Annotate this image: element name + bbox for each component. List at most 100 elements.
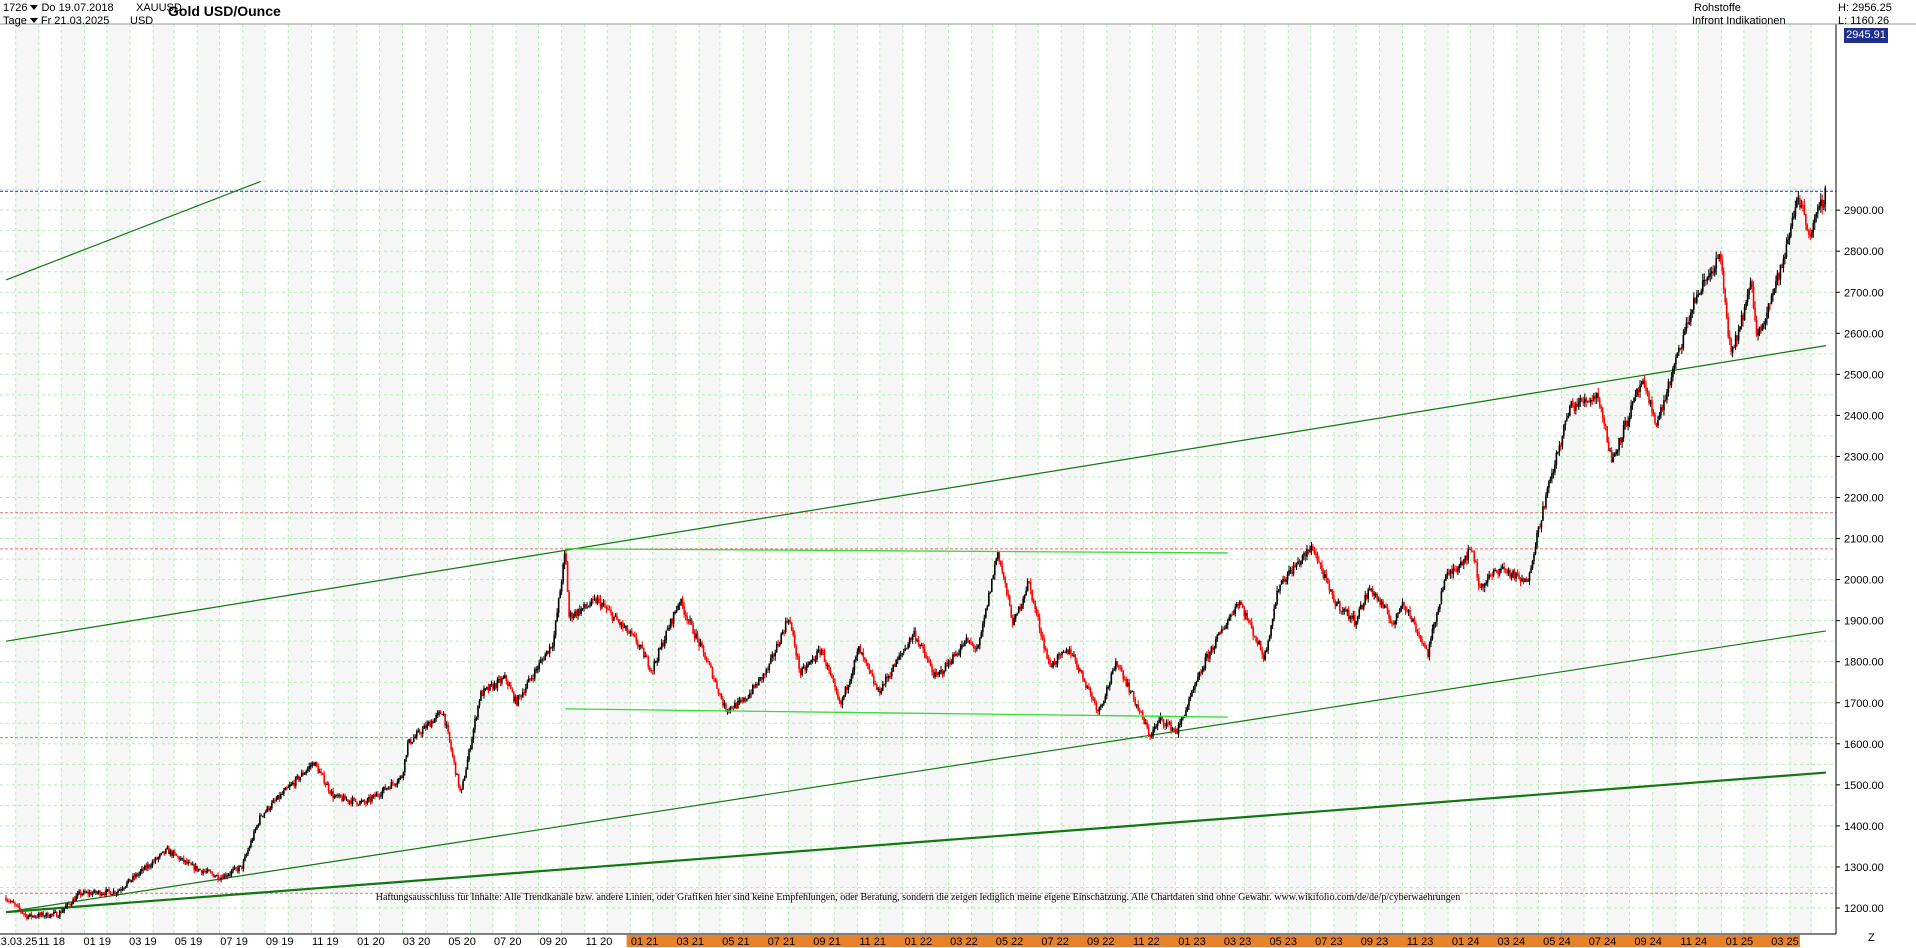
candle-body bbox=[1486, 578, 1489, 583]
candle-body bbox=[21, 911, 24, 914]
candle bbox=[802, 663, 805, 669]
candle-body bbox=[1527, 580, 1529, 582]
candle bbox=[457, 773, 460, 789]
candle bbox=[622, 620, 624, 632]
candle bbox=[1055, 661, 1057, 668]
candle-body bbox=[1047, 658, 1050, 661]
candle bbox=[1126, 678, 1129, 688]
candle-body bbox=[1606, 426, 1608, 443]
month-band bbox=[1652, 24, 1676, 934]
candle bbox=[1237, 601, 1240, 610]
candle bbox=[1797, 190, 1800, 205]
candle-body bbox=[873, 676, 875, 685]
candle-body bbox=[958, 653, 960, 655]
candle bbox=[1722, 267, 1725, 294]
candle-body bbox=[1642, 380, 1644, 385]
candle-body bbox=[1700, 291, 1703, 294]
candle-body bbox=[1152, 729, 1154, 736]
zoom-label[interactable]: Z bbox=[1868, 932, 1875, 944]
candle bbox=[324, 781, 327, 788]
candle bbox=[524, 683, 527, 696]
candle-body bbox=[1401, 602, 1404, 606]
candle bbox=[538, 659, 541, 673]
candle-body bbox=[662, 642, 665, 646]
candle bbox=[584, 603, 587, 610]
candle-body bbox=[946, 662, 948, 666]
candle-body bbox=[753, 685, 756, 688]
candle bbox=[859, 644, 862, 654]
candle bbox=[262, 815, 264, 818]
candle bbox=[1374, 592, 1377, 598]
candle bbox=[466, 756, 469, 770]
candle bbox=[297, 775, 300, 782]
candle bbox=[248, 845, 251, 852]
candle bbox=[659, 646, 662, 650]
candle-body bbox=[1415, 624, 1417, 633]
candle-body bbox=[807, 663, 809, 667]
candle bbox=[1557, 451, 1559, 455]
candle bbox=[578, 604, 581, 616]
candle bbox=[1455, 566, 1458, 573]
candle bbox=[1206, 651, 1208, 661]
candle bbox=[188, 859, 191, 864]
candle bbox=[850, 673, 853, 684]
candle-body bbox=[1813, 216, 1816, 224]
candle-body bbox=[849, 681, 851, 685]
candle bbox=[1362, 602, 1365, 611]
candle-body bbox=[380, 795, 382, 797]
candle bbox=[1507, 567, 1510, 577]
candle-body bbox=[348, 800, 351, 803]
candle bbox=[1367, 587, 1369, 603]
x-tick-label: 05 24 bbox=[1543, 936, 1571, 948]
candle-body bbox=[1265, 650, 1268, 652]
candle bbox=[1364, 590, 1367, 606]
candle-body bbox=[1764, 318, 1767, 324]
candle bbox=[504, 672, 506, 679]
candle bbox=[874, 680, 877, 686]
candle-body bbox=[908, 638, 911, 645]
candle-body bbox=[1219, 632, 1222, 634]
candle-body bbox=[763, 673, 766, 675]
x-tick-label: 07 23 bbox=[1315, 936, 1343, 948]
candle-body bbox=[1485, 582, 1487, 584]
dropdown-icon[interactable] bbox=[29, 18, 38, 24]
candle-body bbox=[1392, 623, 1395, 625]
source-label: Infront Indikationen bbox=[1692, 15, 1786, 27]
candle bbox=[275, 796, 278, 802]
period-selector[interactable]: Tage bbox=[3, 15, 27, 27]
candle bbox=[586, 602, 588, 610]
candle-body bbox=[595, 598, 597, 604]
candle bbox=[142, 867, 145, 874]
candle bbox=[1350, 613, 1353, 624]
candle-body bbox=[1040, 629, 1042, 637]
candle bbox=[1670, 372, 1673, 388]
candle bbox=[1110, 671, 1113, 685]
candle-body bbox=[211, 872, 213, 874]
candle bbox=[961, 640, 963, 650]
candle bbox=[375, 791, 378, 797]
candle-body bbox=[508, 685, 511, 687]
candle bbox=[430, 719, 433, 729]
candle bbox=[493, 680, 496, 691]
candle bbox=[583, 601, 585, 612]
candle bbox=[387, 786, 390, 790]
candle-body bbox=[929, 662, 932, 667]
candle-body bbox=[762, 673, 765, 680]
candle-body bbox=[1557, 451, 1559, 453]
candle-body bbox=[641, 645, 644, 649]
candle bbox=[1319, 562, 1322, 569]
candle bbox=[1037, 609, 1039, 621]
candle bbox=[214, 875, 216, 878]
candle bbox=[323, 770, 325, 786]
candle-body bbox=[1440, 591, 1443, 605]
candle bbox=[278, 791, 281, 802]
candle bbox=[447, 721, 449, 735]
candle-body bbox=[1782, 258, 1785, 268]
candle-body bbox=[1812, 223, 1815, 233]
candle-body bbox=[940, 669, 942, 672]
candle-body bbox=[1056, 655, 1059, 664]
dropdown-icon[interactable] bbox=[30, 5, 39, 11]
candle-body bbox=[1297, 561, 1299, 564]
candle bbox=[1742, 312, 1744, 327]
candle-body bbox=[230, 870, 233, 875]
